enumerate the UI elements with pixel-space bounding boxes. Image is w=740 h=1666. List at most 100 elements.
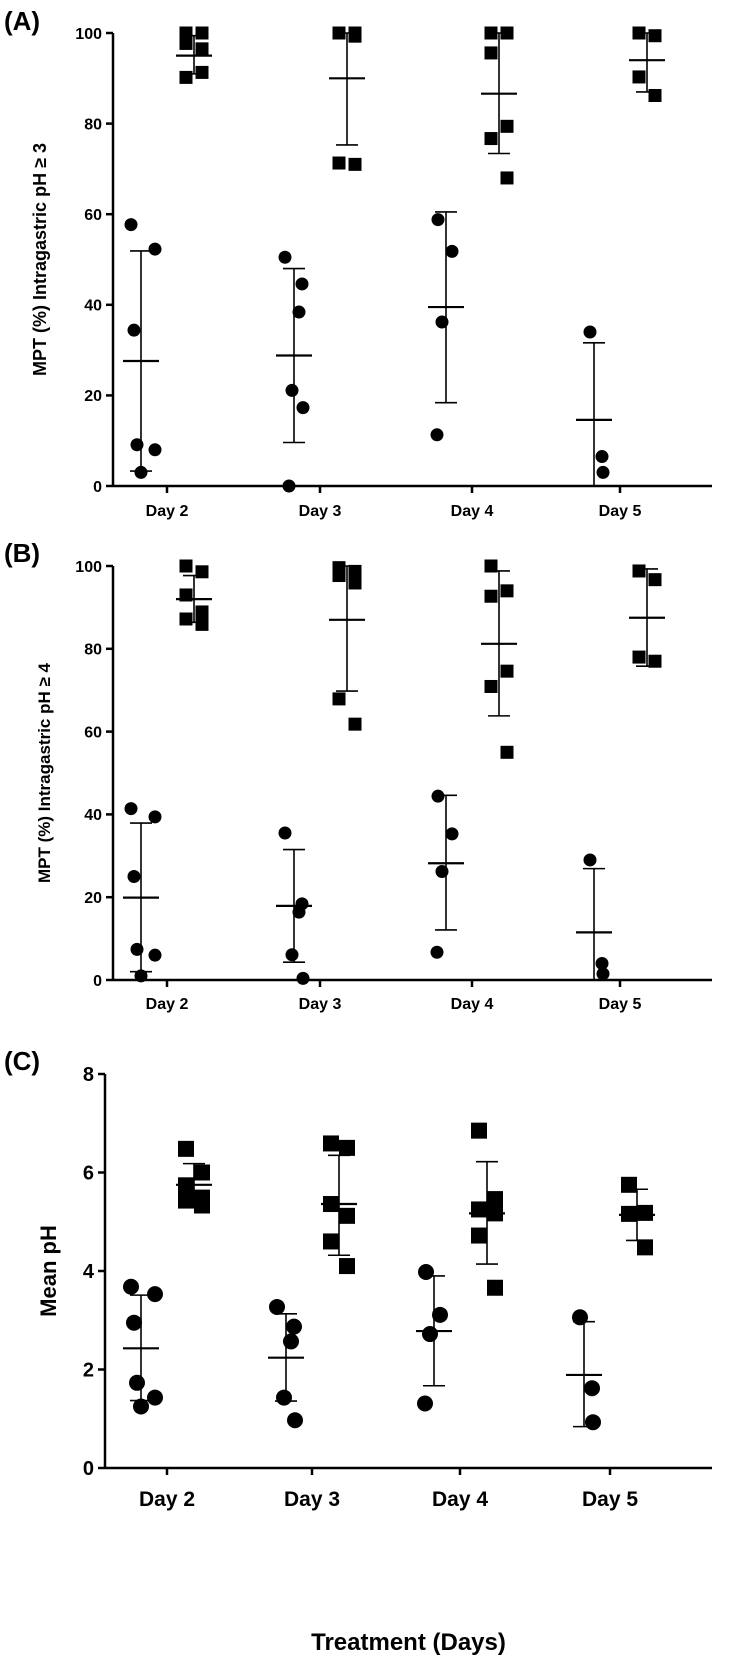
data-point-circle [127,870,141,883]
x-tick-label: Day 4 [451,996,494,1013]
data-point-circle [148,443,162,457]
data-point-circle [435,865,449,879]
data-point-square [487,1191,503,1208]
x-tick-label: Day 5 [599,996,642,1013]
data-point-circle [269,1298,285,1315]
data-point-circle [148,948,162,962]
data-point-square [179,588,193,602]
data-point-square [178,1177,194,1194]
y-tick-label: 0 [93,479,102,496]
x-tick-label: Day 3 [299,996,342,1013]
data-point-square [484,132,498,146]
y-tick-label: 80 [84,642,102,659]
data-point-circle [124,802,138,816]
data-point-circle [418,1263,434,1280]
x-axis-label: Treatment (Days) [311,1629,506,1656]
data-point-square [195,42,209,56]
data-point-square [471,1201,487,1218]
data-point-circle [278,250,292,264]
y-axis-label: MPT (%) Intragastric pH ≥ 4 [35,662,54,883]
data-point-circle [583,325,597,339]
data-point-square [179,26,193,40]
data-point-square [484,679,498,693]
data-point-circle [123,1278,139,1295]
data-point-square [500,664,514,678]
data-point-square [339,1207,355,1224]
data-point-square [471,1227,487,1244]
data-point-circle [134,969,148,983]
data-point-square [195,565,209,579]
data-point-square [621,1176,637,1193]
data-point-circle [417,1395,433,1412]
data-point-circle [285,383,299,397]
data-point-square [487,1205,503,1222]
data-point-circle [422,1326,438,1343]
data-point-square [195,26,209,40]
data-point-square [323,1196,339,1213]
data-point-square [487,1279,503,1296]
y-tick-label: 0 [93,973,102,990]
y-tick-label: 6 [83,1163,94,1185]
x-tick-label: Day 2 [146,503,189,520]
data-point-circle [287,1412,303,1429]
data-point-square [348,576,362,590]
data-point-square [348,717,362,731]
x-tick-label: Day 5 [599,503,642,520]
data-point-circle [583,853,597,867]
data-point-square [179,612,193,626]
data-point-circle [133,1398,149,1415]
data-point-square [323,1233,339,1250]
data-point-square [637,1204,653,1221]
data-point-square [332,156,346,170]
y-tick-label: 8 [83,1064,94,1086]
data-point-square [179,36,193,50]
data-point-circle [283,1333,299,1350]
y-tick-label: 40 [84,298,102,315]
y-tick-label: 2 [83,1360,94,1382]
data-point-square [339,1258,355,1275]
data-point-square [484,26,498,40]
y-tick-label: 4 [83,1261,95,1283]
data-point-circle [296,971,310,985]
data-point-square [500,119,514,133]
data-point-circle [134,465,148,479]
data-point-square [332,26,346,40]
data-point-square [323,1135,339,1152]
data-point-square [648,654,662,668]
data-point-square [648,89,662,103]
data-point-circle [584,1380,600,1397]
data-point-square [632,70,646,84]
data-point-circle [147,1389,163,1406]
data-point-square [484,46,498,60]
chart-panel-1: (A) 0 20 40 60 80 100 MPT (%) Intragastric pH ≥… [4,6,712,520]
data-point-circle [292,905,306,919]
data-point-circle [130,942,144,956]
data-point-circle [595,956,609,970]
chart-panel-3: (C) 0 2 4 6 8 Mean pH Day 2 Day 3 Day 4 Day 5 Treat… [4,1046,712,1656]
data-point-circle [282,479,296,493]
data-point-circle [431,213,445,227]
data-point-square [332,569,346,583]
y-tick-label: 80 [84,116,102,133]
y-axis-label: Mean pH [36,1225,61,1317]
data-point-square [194,1197,210,1214]
chart-panel-2: (B) 0 20 40 60 80 100 MPT (%) Intragastric pH ≥… [4,538,712,1013]
y-tick-label: 40 [84,807,102,824]
y-tick-label: 20 [84,388,102,405]
data-point-circle [285,948,299,962]
data-point-square [484,589,498,603]
panel-label: (C) [4,1046,40,1076]
data-point-square [500,584,514,598]
data-point-square [632,564,646,578]
data-point-circle [595,450,609,464]
x-tick-label: Day 4 [432,1488,488,1511]
data-point-square [179,559,193,573]
data-point-square [194,1164,210,1181]
y-tick-label: 20 [84,890,102,907]
data-point-circle [130,438,144,452]
data-point-square [179,70,193,84]
data-point-square [500,745,514,759]
y-tick-label: 100 [75,559,102,576]
data-point-square [621,1205,637,1222]
